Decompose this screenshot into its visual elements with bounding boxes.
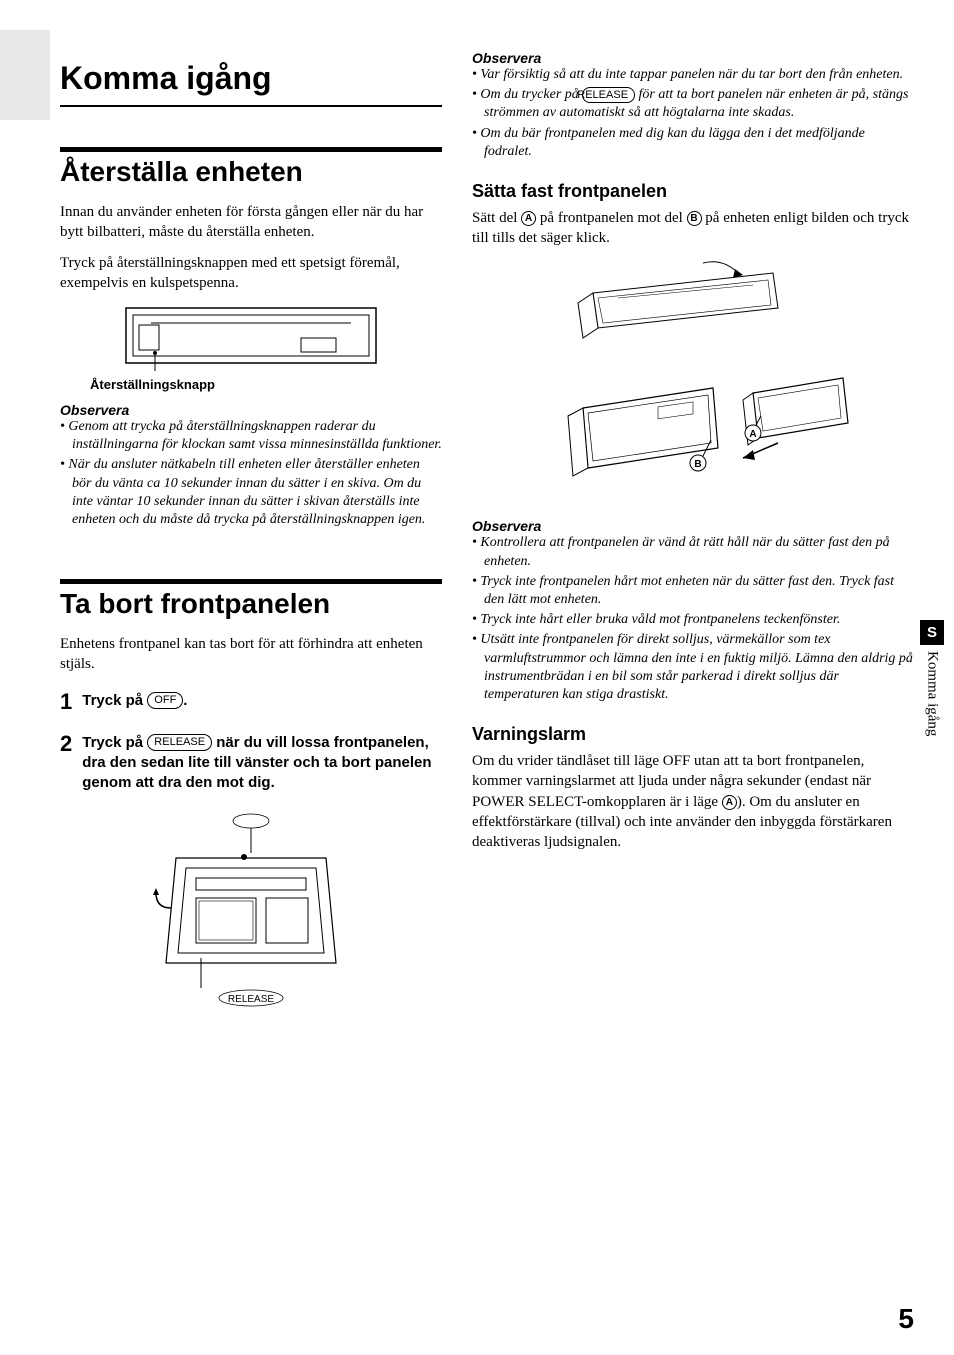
release-button-label: RELEASE bbox=[147, 734, 212, 751]
body-text: Innan du använder enheten för första gån… bbox=[60, 202, 442, 243]
step-number: 2 bbox=[60, 733, 72, 794]
note-list: Kontrollera att frontpanelen är vänd åt … bbox=[472, 534, 914, 704]
section-rule bbox=[60, 147, 442, 152]
chapter-tab: Komma igång bbox=[924, 645, 941, 736]
off-button-label: OFF bbox=[147, 692, 183, 709]
note-heading: Observera bbox=[472, 50, 914, 66]
note-heading: Observera bbox=[60, 402, 442, 418]
marker-a-icon: A bbox=[722, 795, 737, 810]
note-item: Om du trycker på RELEASE för att ta bort… bbox=[472, 86, 914, 122]
body-text: Enhetens frontpanel kan tas bort för att… bbox=[60, 634, 442, 675]
margin-bar bbox=[0, 30, 50, 120]
subheading-alarm: Varningslarm bbox=[472, 724, 914, 745]
step-item: 1 Tryck på OFF. bbox=[60, 691, 442, 713]
section-heading-remove: Ta bort frontpanelen bbox=[60, 588, 442, 620]
note-item: Var försiktig så att du inte tappar pane… bbox=[472, 66, 914, 84]
note-item: Om du bär frontpanelen med dig kan du lä… bbox=[472, 125, 914, 161]
remove-panel-diagram: RELEASE bbox=[60, 813, 442, 1013]
note-item: Kontrollera att frontpanelen är vänd åt … bbox=[472, 534, 914, 570]
subheading-attach: Sätta fast frontpanelen bbox=[472, 181, 914, 202]
page-number: 5 bbox=[898, 1303, 914, 1335]
marker-a-icon: A bbox=[521, 211, 536, 226]
step-text: . bbox=[183, 692, 187, 709]
body-text: Om du vrider tändlåset till läge OFF uta… bbox=[472, 751, 914, 852]
section-heading-reset: Återställa enheten bbox=[60, 156, 442, 188]
note-heading: Observera bbox=[472, 518, 914, 534]
note-list: Genom att trycka på återställningsknappe… bbox=[60, 418, 442, 529]
section-rule bbox=[60, 579, 442, 584]
release-button-label: RELEASE bbox=[582, 87, 635, 103]
marker-b-icon: B bbox=[687, 211, 702, 226]
body-text: Sätt del A på frontpanelen mot del B på … bbox=[472, 208, 914, 249]
step-number: 1 bbox=[60, 691, 72, 713]
note-item: Genom att trycka på återställningsknappe… bbox=[60, 418, 442, 454]
note-item: Utsätt inte frontpanelen för direkt soll… bbox=[472, 631, 914, 704]
diagram-caption: Återställningsknapp bbox=[90, 377, 442, 392]
svg-text:RELEASE: RELEASE bbox=[228, 994, 274, 1005]
attach-panel-diagram: B A bbox=[472, 258, 914, 508]
page-title: Komma igång bbox=[60, 60, 442, 107]
steps-list: 1 Tryck på OFF. 2 Tryck på RELEASE när d… bbox=[60, 691, 442, 794]
body-text: Tryck på återställningsknappen med ett s… bbox=[60, 253, 442, 294]
reset-diagram: Återställningsknapp bbox=[60, 303, 442, 392]
step-text: Tryck på bbox=[82, 734, 147, 751]
note-list: Var försiktig så att du inte tappar pane… bbox=[472, 66, 914, 161]
svg-text:B: B bbox=[694, 459, 701, 470]
language-tab: S bbox=[920, 620, 944, 645]
note-item: Tryck inte hårt eller bruka våld mot fro… bbox=[472, 611, 914, 629]
side-tab: S Komma igång bbox=[920, 620, 944, 736]
step-text: Tryck på bbox=[82, 692, 147, 709]
svg-text:A: A bbox=[749, 429, 756, 440]
note-item: När du ansluter nätkabeln till enheten e… bbox=[60, 456, 442, 529]
step-item: 2 Tryck på RELEASE när du vill lossa fro… bbox=[60, 733, 442, 794]
note-item: Tryck inte frontpanelen hårt mot enheten… bbox=[472, 573, 914, 609]
